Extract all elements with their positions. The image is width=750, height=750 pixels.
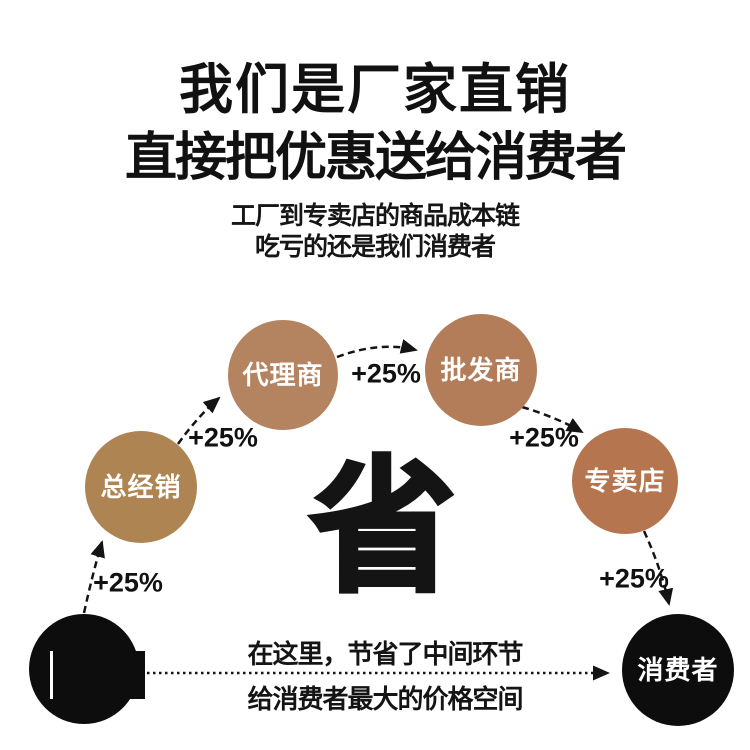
node-agent: 代理商 (228, 320, 338, 430)
node-consumer: 消费者 (622, 614, 734, 726)
save-character: 省 (308, 446, 458, 609)
node-wholesaler-label: 批发商 (440, 355, 522, 385)
increment-label-2: +25% (188, 422, 258, 453)
node-general-distributor: 总经销 (85, 431, 197, 543)
increment-label-5: +25% (599, 563, 669, 594)
subtitle-line2: 吃亏的还是我们消费者 (254, 233, 496, 261)
node-agent-label: 代理商 (242, 360, 324, 390)
factory-label-box (50, 651, 145, 699)
footer-line2: 给消费者最大的价格空间 (247, 684, 523, 714)
increment-label-3: +25% (351, 358, 421, 389)
increment-label-4: +25% (509, 422, 579, 453)
node-general-distributor-label: 总经销 (100, 472, 182, 502)
node-wholesaler: 批发商 (425, 314, 537, 426)
node-consumer-label: 消费者 (637, 655, 719, 685)
arrow-agent-to-wholesaler (336, 339, 418, 359)
main-title-line2: 直接把优惠送给消费者 (124, 129, 627, 187)
arrow-exclusive-store-to-consumer (642, 530, 674, 606)
subtitle-line1: 工厂到专卖店的商品成本链 (230, 202, 520, 230)
node-exclusive-store: 专卖店 (572, 428, 678, 534)
subtitle: 工厂到专卖店的商品成本链 吃亏的还是我们消费者 (0, 201, 750, 263)
arrow-factory-to-general-distributor (82, 540, 105, 614)
arrow-general-distributor-to-agent (176, 396, 221, 445)
arrow-wholesaler-to-exclusive-store (521, 405, 584, 434)
main-title-line1: 我们是厂家直销 (179, 60, 571, 120)
node-exclusive-store-label: 专卖店 (584, 466, 666, 496)
increment-label-1: +25% (93, 567, 163, 598)
footer-line1: 在这里，节省了中间环节 (247, 639, 523, 669)
